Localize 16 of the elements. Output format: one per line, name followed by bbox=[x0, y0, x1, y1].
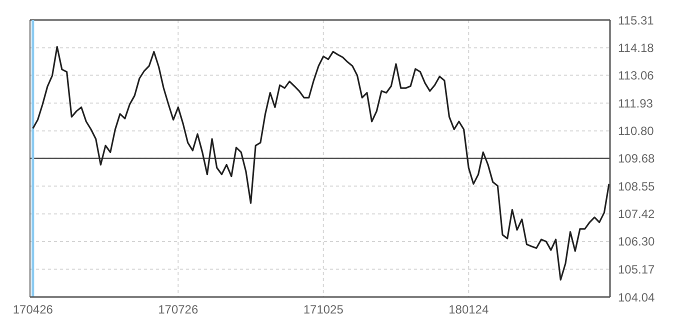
x-tick-label: 180124 bbox=[448, 302, 489, 317]
y-tick-label: 115.31 bbox=[618, 13, 654, 28]
y-tick-label: 107.42 bbox=[618, 207, 656, 222]
y-tick-label: 110.80 bbox=[618, 124, 654, 138]
y-tick-label: 104.04 bbox=[618, 290, 656, 304]
y-tick-label: 108.55 bbox=[618, 179, 656, 194]
y-tick-label: 113.06 bbox=[618, 68, 654, 83]
x-tick-label: 170426 bbox=[12, 302, 54, 317]
y-tick-label: 111.93 bbox=[618, 96, 654, 110]
line-series bbox=[32, 46, 610, 281]
y-tick-label: 106.30 bbox=[618, 234, 656, 249]
y-tick-label: 105.17 bbox=[618, 262, 656, 276]
y-tick-label: 114.18 bbox=[618, 41, 654, 56]
y-tick-label: 109.68 bbox=[618, 152, 656, 166]
x-tick-label: 170726 bbox=[158, 302, 198, 317]
x-tick-label: 171025 bbox=[303, 302, 344, 317]
